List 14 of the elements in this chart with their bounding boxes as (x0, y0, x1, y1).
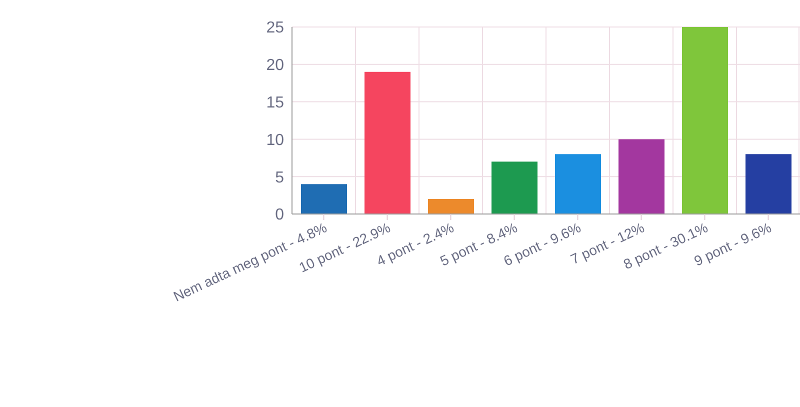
bar (746, 154, 792, 214)
y-tick-label: 20 (266, 57, 284, 74)
y-tick-label: 25 (266, 20, 284, 37)
y-tick-label: 15 (266, 94, 284, 112)
bar (618, 139, 664, 214)
bar (364, 72, 410, 214)
bar (555, 154, 601, 214)
bar (492, 162, 538, 214)
bar (682, 27, 728, 214)
y-tick-label: 0 (275, 206, 284, 224)
bar (428, 199, 474, 214)
y-tick-label: 5 (275, 169, 284, 186)
bar (301, 184, 347, 214)
y-tick-label: 10 (266, 132, 284, 149)
